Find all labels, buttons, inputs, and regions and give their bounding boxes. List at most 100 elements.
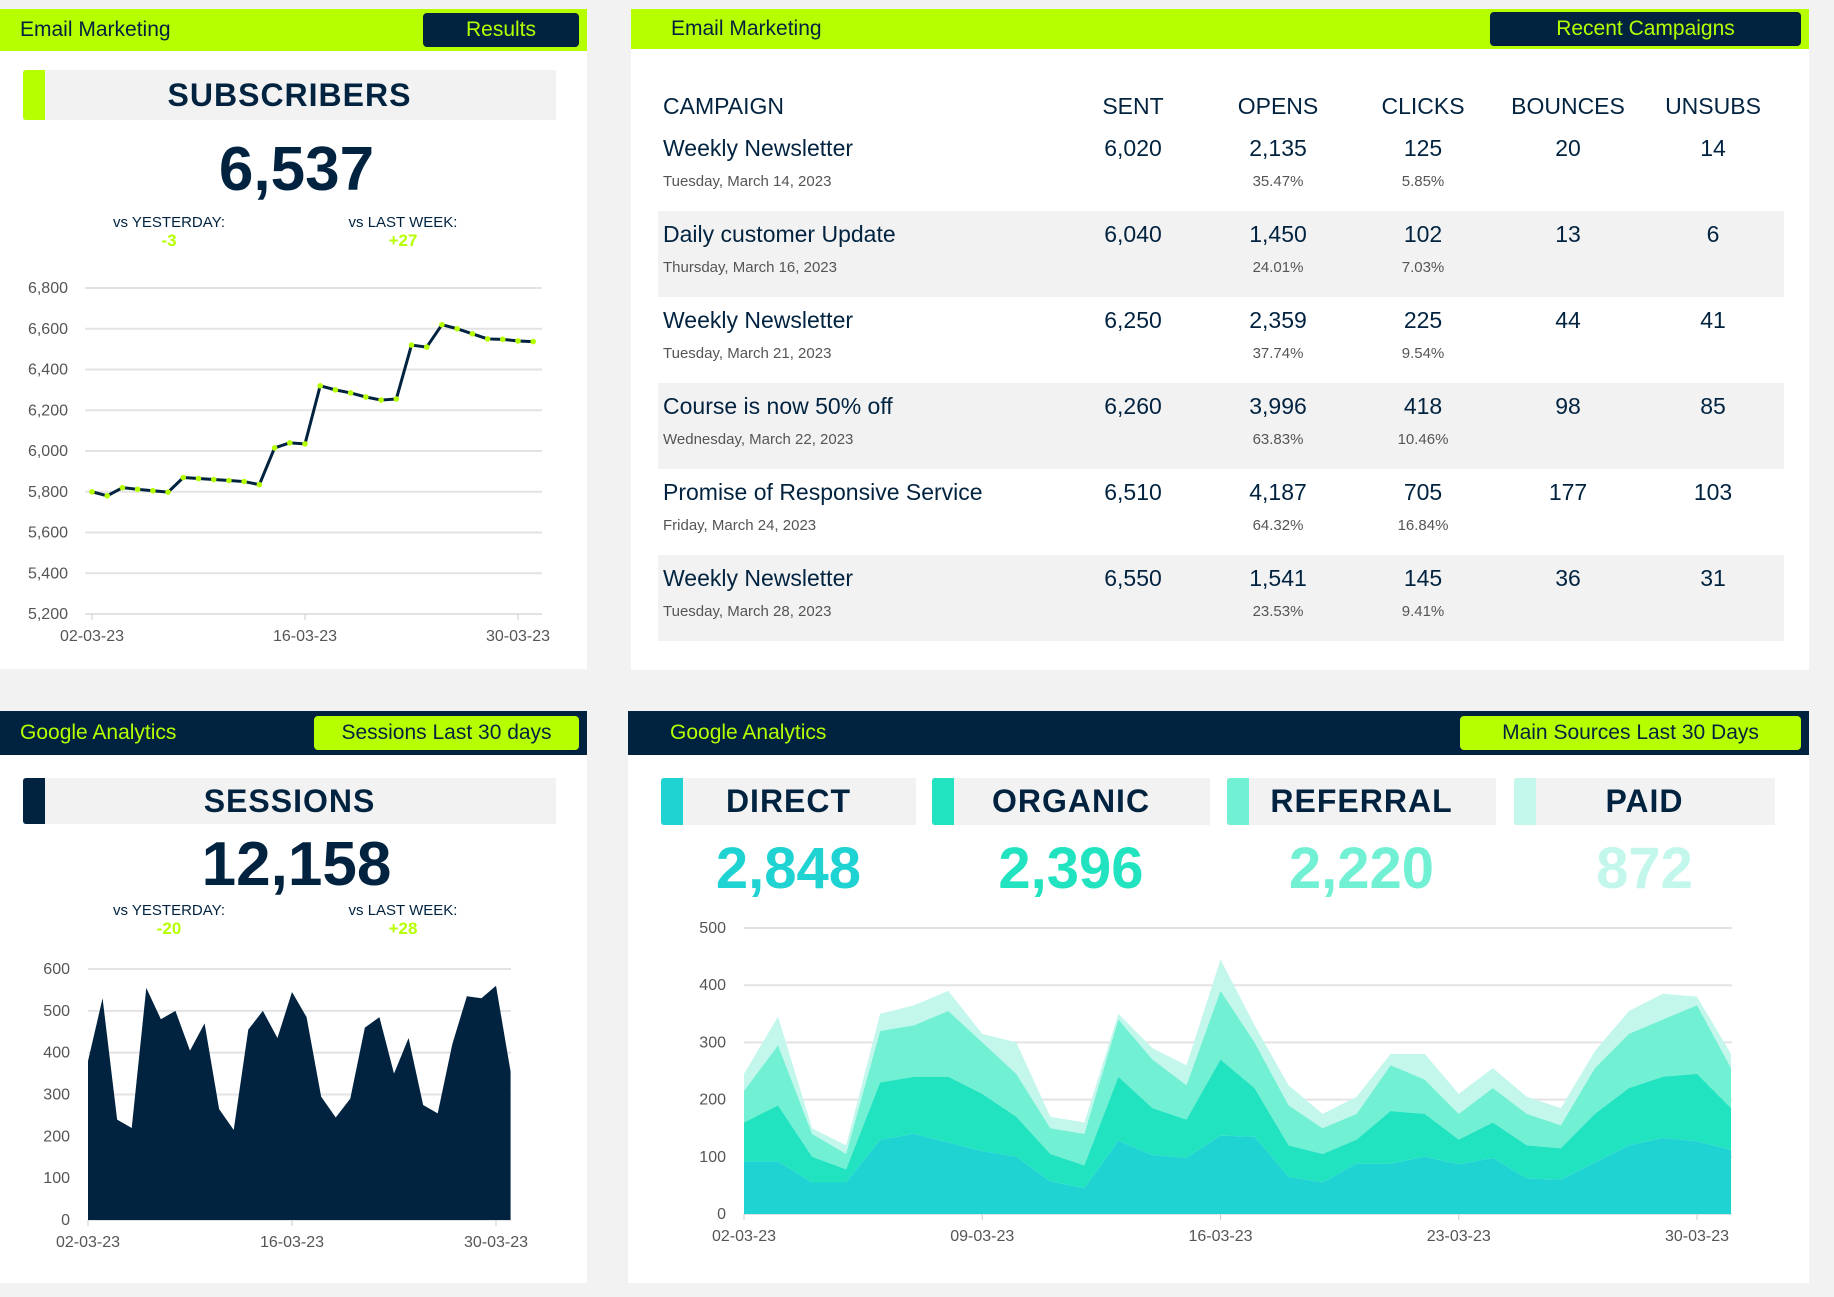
source-label: PAID — [1605, 783, 1684, 819]
y-tick-label: 6,400 — [28, 362, 68, 379]
data-point — [439, 321, 445, 328]
data-point — [180, 474, 187, 481]
accent-bar — [23, 70, 45, 120]
campaign-date: Tuesday, March 21, 2023 — [663, 345, 832, 362]
recent-campaigns-button[interactable]: Recent Campaigns — [1490, 12, 1801, 46]
kpi-label: SUBSCRIBERS — [167, 76, 412, 113]
data-point — [195, 475, 202, 482]
vs-yesterday: vs YESTERDAY: -20 — [89, 902, 249, 939]
kpi-label-box: SUBSCRIBERS — [23, 70, 556, 120]
main-sources-button[interactable]: Main Sources Last 30 Days — [1460, 716, 1801, 750]
source-value-direct: 2,848 — [715, 836, 862, 901]
campaign-name: Promise of Responsive Service — [663, 479, 983, 505]
table-row[interactable]: Daily customer Update Thursday, March 16… — [658, 211, 1784, 297]
column-header-opens: OPENS — [1237, 93, 1319, 119]
unsubs-value: 41 — [1700, 307, 1726, 333]
kpi-label-box: SESSIONS — [23, 778, 556, 824]
data-point — [515, 338, 521, 344]
clicks-value: 102 — [1403, 221, 1443, 247]
y-tick-label: 100 — [43, 1170, 70, 1187]
y-tick-label: 0 — [717, 1206, 726, 1223]
y-tick-label: 300 — [43, 1087, 70, 1104]
data-point — [454, 325, 460, 332]
sent-value: 6,550 — [1104, 565, 1162, 591]
open-rate: 35.47% — [1252, 173, 1304, 190]
panel-title: Google Analytics — [20, 721, 177, 744]
clicks-value: 705 — [1403, 479, 1443, 505]
click-rate: 9.41% — [1401, 603, 1445, 620]
column-header-clicks: CLICKS — [1381, 93, 1465, 119]
table-row[interactable]: Weekly Newsletter Tuesday, March 28, 202… — [658, 555, 1784, 641]
y-tick-label: 100 — [699, 1149, 726, 1166]
source-label-box-direct: DIRECT — [661, 778, 916, 825]
vs-last-week: vs LAST WEEK: +27 — [323, 214, 483, 251]
table-row[interactable]: Weekly Newsletter Tuesday, March 21, 202… — [658, 297, 1784, 383]
y-tick-label: 5,600 — [28, 525, 68, 542]
bounces-value: 98 — [1555, 393, 1581, 419]
sources-panel: Google Analytics Main Sources Last 30 Da… — [628, 711, 1809, 1283]
data-point — [89, 488, 95, 495]
y-tick-label: 200 — [43, 1128, 70, 1145]
y-tick-label: 6,000 — [28, 443, 68, 460]
sent-value: 6,510 — [1104, 479, 1162, 505]
campaign-date: Thursday, March 16, 2023 — [663, 259, 837, 276]
x-tick-label: 02-03-23 — [60, 628, 124, 645]
campaign-date: Tuesday, March 14, 2023 — [663, 173, 832, 190]
data-point — [378, 397, 384, 403]
y-tick-label: 5,200 — [28, 606, 68, 623]
data-point — [302, 441, 308, 447]
clicks-value: 418 — [1403, 393, 1443, 419]
y-tick-label: 6,200 — [28, 402, 68, 419]
y-tick-label: 6,600 — [28, 321, 68, 338]
kpi-label: SESSIONS — [203, 782, 376, 819]
data-point — [347, 390, 354, 396]
results-button[interactable]: Results — [423, 13, 579, 47]
panel-header: Email Marketing Results — [0, 9, 587, 51]
data-point — [363, 394, 369, 400]
vs-last-week-label: vs LAST WEEK: — [348, 214, 458, 231]
open-rate: 23.53% — [1252, 603, 1304, 620]
opens-value: 3,996 — [1249, 393, 1307, 419]
source-label-box-paid: PAID — [1514, 778, 1775, 825]
source-value-organic: 2,396 — [998, 836, 1144, 901]
x-tick-label: 16-03-23 — [273, 628, 337, 645]
y-tick-label: 6,800 — [28, 280, 68, 297]
accent-bar — [932, 778, 954, 825]
y-tick-label: 5,800 — [28, 484, 68, 501]
unsubs-value: 14 — [1700, 135, 1726, 161]
panel-header: Email Marketing Recent Campaigns — [631, 9, 1809, 49]
campaign-date: Wednesday, March 22, 2023 — [663, 431, 854, 448]
table-row[interactable]: Weekly Newsletter Tuesday, March 14, 202… — [658, 125, 1784, 211]
data-point — [286, 440, 293, 446]
click-rate: 9.54% — [1401, 345, 1445, 362]
sessions-last-30-days-button[interactable]: Sessions Last 30 days — [314, 716, 579, 750]
accent-bar — [1227, 778, 1249, 825]
x-tick-label: 16-03-23 — [1188, 1228, 1252, 1245]
open-rate: 63.83% — [1252, 431, 1304, 448]
panel-title: Email Marketing — [671, 17, 822, 40]
column-header-bounces: BOUNCES — [1511, 93, 1625, 119]
bounces-value: 44 — [1555, 307, 1581, 333]
data-point — [134, 486, 141, 493]
data-point — [271, 445, 278, 451]
bounces-value: 36 — [1555, 565, 1581, 591]
opens-value: 2,359 — [1249, 307, 1307, 333]
source-value-referral: 2,220 — [1288, 836, 1435, 901]
y-tick-label: 400 — [699, 977, 726, 994]
y-tick-label: 0 — [61, 1212, 70, 1229]
sent-value: 6,250 — [1104, 307, 1162, 333]
panel-title: Google Analytics — [670, 721, 827, 744]
vs-yesterday: vs YESTERDAY: -3 — [89, 214, 249, 251]
table-row[interactable]: Promise of Responsive Service Friday, Ma… — [658, 469, 1784, 555]
data-point — [423, 344, 430, 350]
x-tick-label: 02-03-23 — [56, 1234, 120, 1251]
table-row[interactable]: Course is now 50% off Wednesday, March 2… — [658, 383, 1784, 469]
click-rate: 10.46% — [1397, 431, 1449, 448]
click-rate: 5.85% — [1401, 173, 1445, 190]
vs-last-week-value: +27 — [388, 231, 418, 250]
y-tick-label: 300 — [699, 1034, 726, 1051]
vs-last-week-value: +28 — [388, 919, 418, 938]
